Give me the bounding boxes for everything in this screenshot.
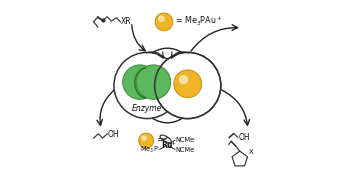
Text: OH: OH	[108, 130, 119, 139]
Text: NCMe: NCMe	[175, 137, 195, 143]
Circle shape	[159, 16, 164, 21]
Text: NCMe: NCMe	[175, 147, 195, 153]
Text: Enzyme: Enzyme	[132, 104, 162, 113]
Text: OH: OH	[238, 133, 250, 142]
Circle shape	[123, 65, 157, 99]
Circle shape	[180, 76, 188, 83]
Text: X: X	[248, 149, 253, 155]
Text: Me$_3$P: Me$_3$P	[140, 145, 159, 155]
Text: +: +	[170, 141, 175, 146]
Circle shape	[139, 133, 154, 148]
Circle shape	[142, 136, 146, 140]
Text: XR: XR	[121, 17, 132, 26]
Text: Ru: Ru	[162, 141, 173, 150]
Circle shape	[155, 53, 220, 118]
Text: = Me$_3$PAu$^+$: = Me$_3$PAu$^+$	[175, 15, 223, 29]
Text: =: =	[156, 135, 163, 144]
Circle shape	[174, 70, 202, 98]
Circle shape	[136, 65, 171, 99]
Circle shape	[155, 13, 173, 31]
